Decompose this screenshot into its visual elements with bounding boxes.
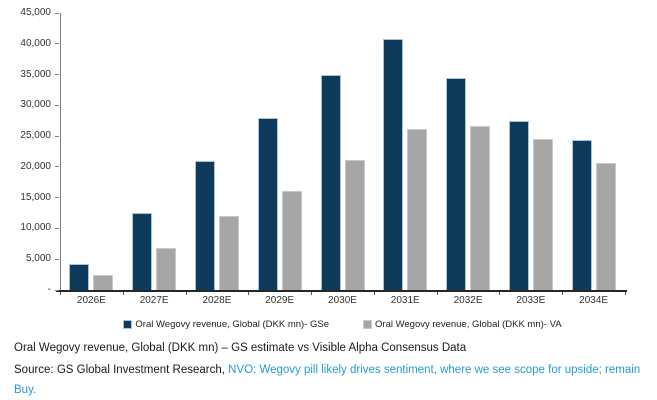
- y-tick-label: 30,000: [20, 99, 51, 111]
- x-tick-mark: [562, 292, 564, 295]
- legend-swatch-icon: [363, 320, 373, 329]
- y-tick-label: 5,000: [25, 253, 51, 265]
- y-tick-mark: [55, 104, 59, 106]
- y-tick-label: 20,000: [20, 160, 51, 172]
- y-tick-mark: [55, 258, 59, 260]
- source-line: Source: GS Global Investment Research, N…: [14, 360, 641, 400]
- bar-2029E-va: [281, 190, 302, 290]
- y-tick-mark: [55, 12, 59, 14]
- x-tick-mark: [625, 292, 626, 295]
- legend-label: Oral Wegovy revenue, Global (DKK mn)- VA: [375, 319, 562, 330]
- bar-2031E-va: [407, 129, 428, 290]
- y-tick-mark: [55, 289, 59, 291]
- bar-2032E-va: [470, 125, 491, 290]
- bar-2034E-gse: [571, 139, 592, 290]
- x-tick-mark: [499, 292, 501, 295]
- y-tick-label: 45,000: [20, 7, 51, 18]
- bar-2030E-va: [344, 160, 365, 290]
- bar-2032E-gse: [446, 77, 467, 290]
- y-tick-mark: [55, 227, 59, 229]
- legend-swatch-icon: [123, 320, 133, 329]
- bar-2029E-gse: [257, 118, 278, 290]
- bar-2028E-gse: [194, 160, 215, 290]
- x-tick-label: 2026E: [76, 295, 106, 306]
- legend-label: Oral Wegovy revenue, Global (DKK mn)- GS…: [135, 319, 330, 330]
- x-tick-label: 2027E: [139, 295, 169, 306]
- x-tick-label: 2028E: [202, 295, 232, 306]
- y-tick-label: 15,000: [20, 191, 51, 203]
- legend-item-va: Oral Wegovy revenue, Global (DKK mn)- VA: [363, 319, 562, 330]
- x-tick-mark: [122, 292, 124, 295]
- legend-item-gse: Oral Wegovy revenue, Global (DKK mn)- GS…: [123, 319, 329, 330]
- y-tick-mark: [55, 166, 59, 168]
- y-tick-label: 40,000: [20, 37, 51, 49]
- bar-2030E-gse: [320, 74, 341, 290]
- y-tick-mark: [55, 135, 59, 137]
- bar-2027E-gse: [132, 213, 153, 290]
- x-axis: [56, 290, 627, 292]
- source-prefix-text: Source: GS Global Investment Research,: [14, 364, 229, 376]
- x-tick-mark: [436, 292, 438, 295]
- x-tick-mark: [60, 292, 61, 295]
- x-tick-label: 2029E: [265, 295, 295, 306]
- y-tick-label: -: [47, 284, 51, 295]
- x-tick-mark: [311, 292, 313, 295]
- y-tick-mark: [55, 43, 59, 45]
- x-tick-mark: [248, 292, 250, 295]
- bar-2027E-va: [156, 247, 177, 290]
- bar-2026E-gse: [69, 264, 90, 290]
- x-tick-mark: [185, 292, 187, 295]
- bar-2033E-gse: [508, 120, 529, 290]
- y-tick-label: 25,000: [20, 130, 51, 142]
- bar-2031E-gse: [383, 38, 404, 290]
- y-tick-label: 35,000: [20, 68, 51, 80]
- bar-2034E-va: [595, 162, 616, 290]
- y-tick-mark: [55, 74, 59, 76]
- x-tick-label: 2031E: [390, 295, 420, 306]
- y-axis: [60, 13, 61, 290]
- x-tick-mark: [373, 292, 375, 295]
- x-tick-label: 2032E: [453, 295, 483, 306]
- bar-2033E-va: [532, 139, 553, 290]
- x-tick-label: 2034E: [579, 295, 609, 306]
- bar-2026E-va: [93, 274, 114, 290]
- x-tick-label: 2033E: [516, 295, 546, 306]
- bar-2028E-va: [218, 215, 239, 290]
- chart-legend: Oral Wegovy revenue, Global (DKK mn)- GS…: [60, 319, 625, 330]
- y-tick-mark: [55, 197, 59, 199]
- x-tick-label: 2030E: [328, 295, 357, 306]
- y-tick-label: 10,000: [20, 222, 51, 234]
- report-link[interactable]: NVO: Wegovy pill likely drives sentiment…: [14, 364, 641, 396]
- chart-caption: Oral Wegovy revenue, Global (DKK mn) – G…: [14, 342, 467, 354]
